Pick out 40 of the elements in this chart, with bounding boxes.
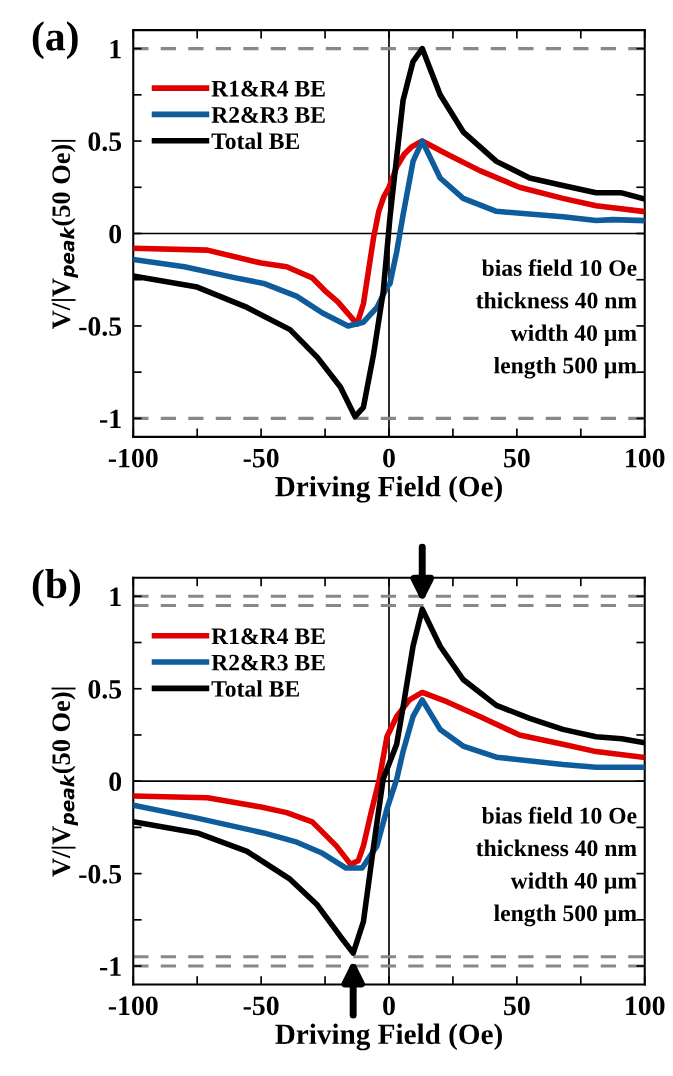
x-axis-title: Driving Field (Oe) <box>275 1023 502 1051</box>
annotation: bias field 10 Oe <box>481 259 637 277</box>
y-tick-label: -0.5 <box>79 864 122 884</box>
x-tick-label: 0 <box>383 996 395 1016</box>
legend-label: Total BE <box>211 132 299 150</box>
x-tick-label: 50 <box>504 448 530 468</box>
y-tick-label: -0.5 <box>79 317 122 336</box>
y-tick-label: -1 <box>100 957 121 976</box>
y-axis-title: V/|V$_{peak}$(50 Oe)| <box>51 687 78 877</box>
y-tick-label: 1 <box>110 587 121 606</box>
annotation: width 40 µm <box>510 324 637 346</box>
y-tick-label: 0.5 <box>88 132 122 152</box>
x-tick-label: -50 <box>243 448 279 468</box>
y-tick-label: 0.5 <box>88 679 122 699</box>
legend-label: R1&R4 BE <box>211 628 325 645</box>
annotation: width 40 µm <box>510 872 637 894</box>
legend-label: R2&R3 BE <box>211 654 325 671</box>
legend-label: R2&R3 BE <box>211 106 325 123</box>
y-axis-title: V/|V$_{peak}$(50 Oe)| <box>51 139 78 329</box>
annotation: thickness 40 nm <box>476 291 637 309</box>
y-tick-label: 0 <box>109 772 122 792</box>
annotation: length 500 µm <box>494 904 637 927</box>
x-tick-label: 100 <box>626 996 665 1016</box>
y-tick-label: 0 <box>109 224 122 244</box>
x-tick-label: 0 <box>383 448 395 468</box>
y-tick-label: 1 <box>110 39 121 59</box>
legend-label: Total BE <box>211 680 299 697</box>
chart-title: (b) <box>32 569 81 607</box>
x-tick-label: -100 <box>108 448 158 468</box>
x-axis-title: Driving Field (Oe) <box>275 475 502 503</box>
chart-title: (a) <box>32 21 78 60</box>
legend-label: R1&R4 BE <box>211 80 325 97</box>
x-tick-label: -100 <box>108 996 158 1016</box>
annotation: bias field 10 Oe <box>481 806 637 824</box>
x-tick-label: 100 <box>626 448 665 468</box>
annotation: length 500 µm <box>494 356 637 379</box>
annotation: thickness 40 nm <box>476 839 637 857</box>
y-tick-label: -1 <box>100 409 121 429</box>
x-tick-label: 50 <box>504 996 530 1016</box>
x-tick-label: -50 <box>243 996 279 1016</box>
